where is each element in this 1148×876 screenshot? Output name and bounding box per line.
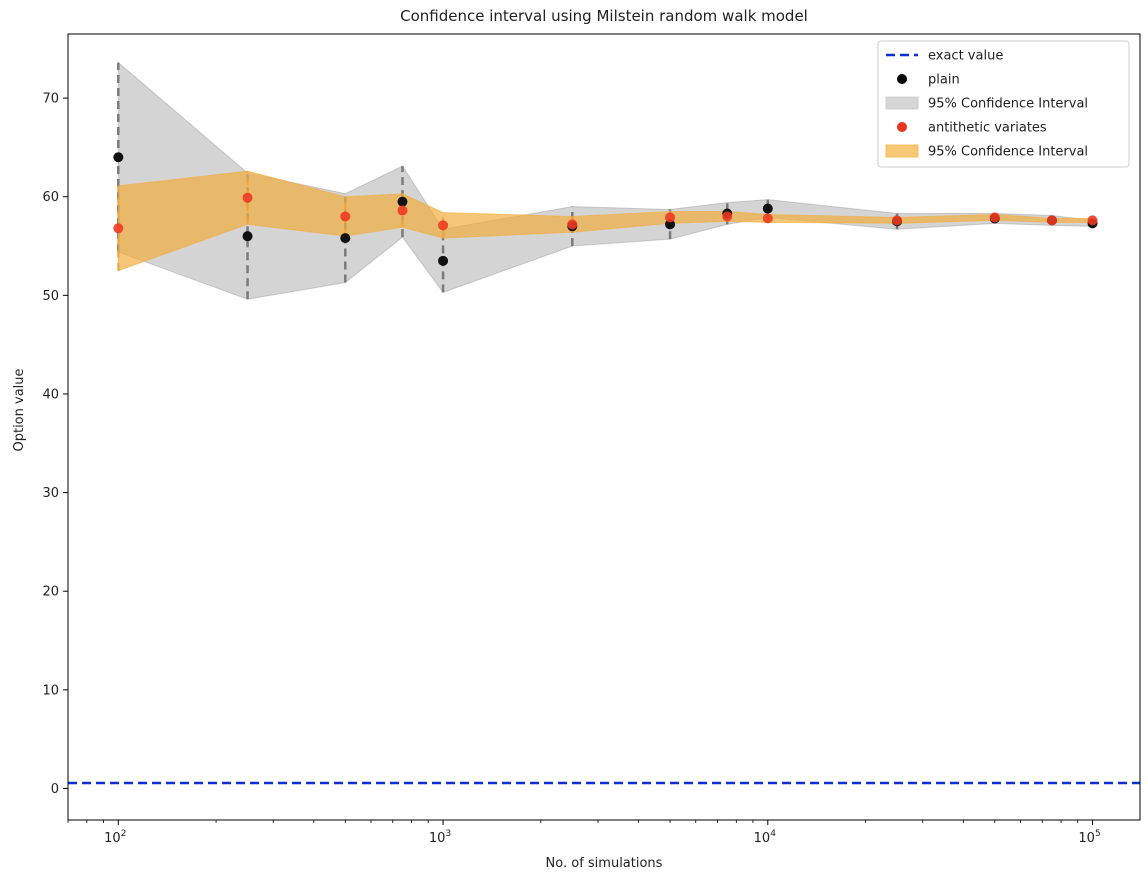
x-axis-label: No. of simulations: [546, 856, 663, 871]
antithetic-point: [567, 219, 578, 230]
y-tick-label: 50: [42, 289, 59, 304]
x-tick-label: 105: [1078, 829, 1100, 846]
y-tick-label: 20: [42, 585, 59, 600]
plain-point: [242, 231, 253, 242]
antithetic-point: [113, 223, 124, 234]
antithetic-point: [665, 212, 676, 223]
legend-swatch-band: [885, 96, 919, 110]
y-tick-label: 40: [42, 387, 59, 402]
chart-title: Confidence interval using Milstein rando…: [400, 7, 808, 25]
legend-swatch-marker: [897, 74, 907, 84]
y-axis-label: Option value: [12, 368, 27, 451]
antithetic-point: [1087, 215, 1098, 226]
legend-label: plain: [928, 73, 960, 88]
plain-point: [340, 233, 351, 244]
plain-point: [438, 255, 449, 266]
y-tick-label: 30: [42, 486, 59, 501]
plain-point: [762, 203, 773, 214]
axes: 0 10 20 30 40 50 60 70 102 103 104 105: [42, 33, 1141, 846]
x-tick-label: 103: [429, 829, 451, 846]
legend-label: exact value: [928, 49, 1003, 64]
plot-frame: [67, 33, 1141, 821]
legend-swatch-band: [885, 144, 919, 158]
x-tick-label: 102: [104, 829, 126, 846]
antithetic-point: [762, 213, 773, 224]
plot-content: [68, 61, 1140, 785]
y-tick-label: 0: [51, 782, 59, 797]
legend: exact value plain 95% Confidence Interval a…: [877, 40, 1130, 168]
x-tick-label: 104: [754, 829, 777, 846]
legend-label: 95% Confidence Interval: [928, 145, 1088, 160]
plain-point: [113, 152, 124, 163]
legend-label: antithetic variates: [928, 121, 1047, 136]
antithetic-point: [397, 205, 408, 216]
legend-label: 95% Confidence Interval: [928, 97, 1088, 112]
legend-box: [877, 40, 1130, 168]
plain-point: [397, 196, 408, 207]
plot-area: [68, 61, 1140, 785]
antithetic-point: [340, 211, 351, 222]
y-tick-label: 70: [42, 92, 59, 107]
plain-point: [665, 219, 676, 230]
antithetic-point: [722, 211, 733, 222]
antithetic-point: [1046, 215, 1057, 226]
y-tick-label: 10: [42, 683, 59, 698]
legend-swatch-marker: [897, 122, 907, 132]
y-tick-label: 60: [42, 190, 59, 205]
antithetic-point: [438, 220, 449, 231]
antithetic-point: [242, 192, 253, 203]
antithetic-point: [892, 215, 903, 226]
antithetic-point: [989, 212, 1000, 223]
